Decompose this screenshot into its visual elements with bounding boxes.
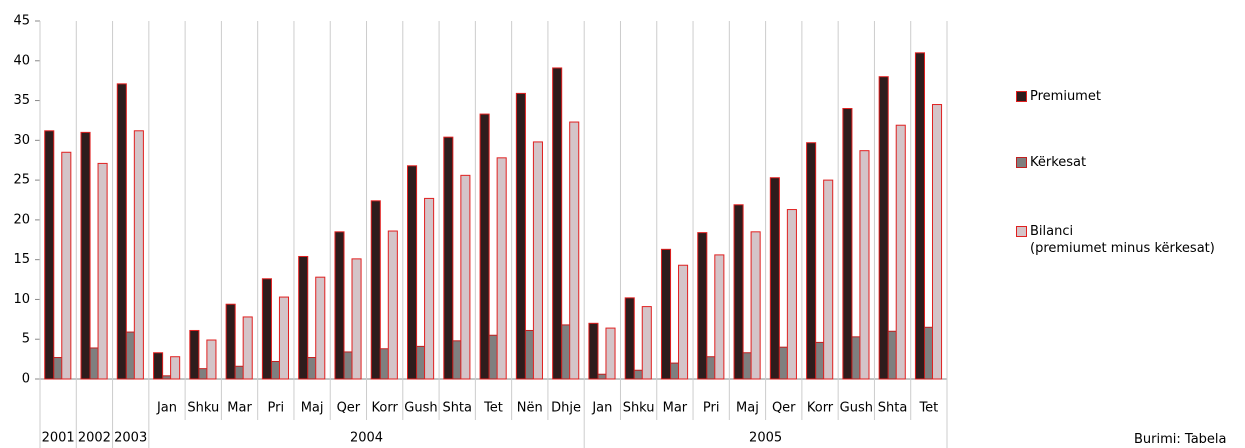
y-tick-label: 40 <box>13 53 30 68</box>
bar <box>806 142 817 380</box>
bar <box>370 200 381 380</box>
bar <box>225 303 236 380</box>
bar <box>660 248 672 380</box>
x-tick-label: Korr <box>372 401 399 416</box>
x-tick-label: Maj <box>301 401 324 416</box>
bar <box>532 141 543 380</box>
bar <box>261 278 272 380</box>
bar <box>97 162 108 380</box>
x-tick-label: Shta <box>442 401 472 416</box>
x-tick-label: Tet <box>483 401 503 416</box>
y-tick-label: 0 <box>22 372 30 387</box>
bar <box>678 264 689 380</box>
bar <box>569 121 580 380</box>
bar <box>206 339 217 380</box>
x-tick-label: Tet <box>918 401 938 416</box>
bar <box>170 356 181 380</box>
bar <box>479 113 490 380</box>
x-tick-label: Nën <box>517 401 543 416</box>
y-tick-label: 5 <box>22 332 30 347</box>
legend-swatch <box>1016 91 1027 102</box>
x-tick-label: Pri <box>268 401 285 416</box>
bar <box>80 131 91 380</box>
bar <box>407 165 418 380</box>
bar <box>588 322 599 380</box>
bar <box>496 157 507 380</box>
bar <box>641 306 652 380</box>
x-tick-label: Maj <box>736 401 759 416</box>
bar <box>189 329 200 380</box>
x-tick-label: Shku <box>623 401 655 416</box>
y-tick-label: 20 <box>13 212 30 227</box>
source-note: Burimi: Tabela <box>1134 432 1227 447</box>
bar <box>133 130 144 380</box>
x-tick-label: Qer <box>772 401 796 416</box>
x-group-label: 2001 <box>42 431 75 446</box>
bar <box>895 124 906 380</box>
x-tick-label: Qer <box>337 401 361 416</box>
bar <box>750 231 761 380</box>
y-tick-label: 45 <box>13 14 30 29</box>
bar <box>153 352 164 380</box>
bar <box>914 52 926 380</box>
x-group-label: 2002 <box>78 431 111 446</box>
bar <box>769 177 780 380</box>
bar <box>624 297 635 380</box>
x-tick-label: Pri <box>703 401 720 416</box>
bar <box>44 130 55 380</box>
bar <box>733 204 744 380</box>
bar <box>714 254 725 380</box>
x-tick-label: Gush <box>840 401 873 416</box>
bar <box>552 67 563 380</box>
legend-label: Kërkesat <box>1030 155 1087 170</box>
x-tick-label: Korr <box>807 401 834 416</box>
bar <box>298 255 309 380</box>
bar <box>424 197 435 380</box>
x-group-label: 2003 <box>114 431 147 446</box>
x-group-label: 2004 <box>350 431 383 446</box>
x-tick-label: Jan <box>156 401 177 416</box>
bar <box>242 316 253 380</box>
x-tick-label: Gush <box>404 401 437 416</box>
legend-label: Bilanci (premiumet minus kërkesat) <box>1030 224 1215 256</box>
legend-swatch <box>1016 226 1027 237</box>
bar <box>605 327 616 380</box>
bar <box>116 83 127 380</box>
x-group-label: 2005 <box>749 431 782 446</box>
bar <box>334 231 345 380</box>
legend-swatch <box>1016 157 1027 168</box>
bar <box>823 179 834 380</box>
bar <box>460 174 471 380</box>
y-tick-label: 15 <box>13 252 30 267</box>
bar <box>443 136 454 380</box>
bar <box>842 108 853 380</box>
x-tick-label: Shku <box>187 401 219 416</box>
bar <box>278 296 290 380</box>
x-tick-label: Jan <box>591 401 612 416</box>
legend-item: Premiumet <box>1016 88 1101 105</box>
y-tick-label: 25 <box>13 173 30 188</box>
x-tick-label: Mar <box>227 401 252 416</box>
legend-label: Premiumet <box>1030 89 1101 104</box>
bar <box>931 104 943 380</box>
y-tick-label: 10 <box>13 292 30 307</box>
bar <box>859 150 870 380</box>
y-tick-label: 35 <box>13 93 30 108</box>
bar <box>697 232 708 380</box>
legend-item: Kërkesat <box>1016 154 1086 171</box>
bar <box>786 209 797 380</box>
y-tick-label: 30 <box>13 133 30 148</box>
bar <box>61 151 72 380</box>
bar <box>387 230 398 380</box>
bar <box>878 76 889 380</box>
x-tick-label: Mar <box>663 401 688 416</box>
legend-item: Bilanci (premiumet minus kërkesat) <box>1016 223 1215 257</box>
x-tick-label: Dhje <box>551 401 581 416</box>
bar <box>315 276 326 380</box>
x-tick-label: Shta <box>878 401 908 416</box>
bar <box>351 258 362 380</box>
bar <box>515 92 526 380</box>
